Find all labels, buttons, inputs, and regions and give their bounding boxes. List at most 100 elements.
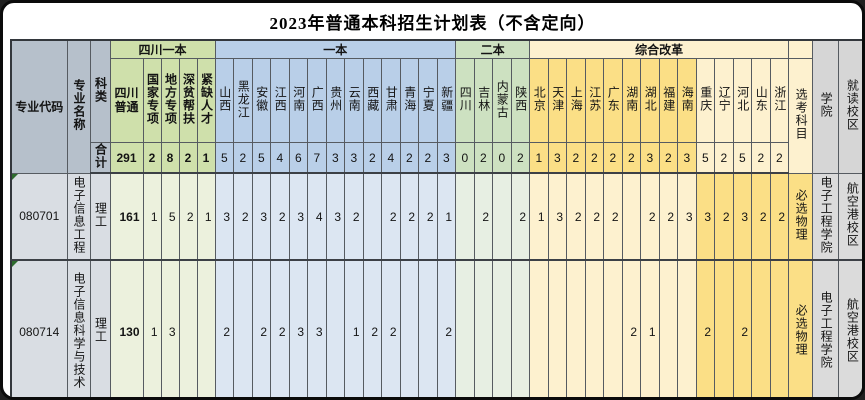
campus-header-label: 就读校区: [845, 79, 860, 132]
plan-count-cell: [751, 259, 771, 397]
column-header-河南-label: 河南: [291, 86, 306, 112]
column-header-云南: 云南: [344, 58, 364, 143]
column-header-辽宁: 辽宁: [714, 58, 734, 143]
column-header-湖南: 湖南: [621, 58, 642, 143]
major-code-cell: 080701: [10, 172, 68, 261]
campus-header: 就读校区: [838, 39, 862, 174]
total-cell: 2: [362, 142, 383, 174]
column-header-国家专项: 国家专项: [142, 58, 162, 143]
column-header-河南: 河南: [288, 58, 309, 143]
column-header-天津: 天津: [547, 58, 568, 143]
plan-count-cell: 1: [142, 172, 162, 261]
plan-count-cell: [455, 259, 475, 397]
exam-subjects-cell-label: 必选物理: [794, 188, 809, 241]
column-header-地方专项-label: 地方专项: [163, 73, 178, 125]
column-header-吉林-label: 吉林: [476, 86, 491, 112]
page-title: 2023年普通本科招生计划表（不含定向）: [269, 13, 596, 33]
plan-count-cell: 1: [529, 172, 549, 261]
column-header-天津-label: 天津: [550, 86, 565, 112]
total-cell: 4: [270, 142, 290, 174]
plan-count-cell: 2: [584, 172, 605, 261]
column-header-深贫帮扶: 深贫帮扶: [178, 58, 198, 143]
plan-count-cell: 2: [233, 172, 253, 261]
plan-count-cell: 2: [640, 172, 660, 261]
column-header-江苏: 江苏: [584, 58, 605, 143]
column-header-山东: 山东: [751, 58, 771, 143]
plan-count-cell: [362, 172, 383, 261]
column-header-重庆: 重庆: [695, 58, 716, 143]
subject-type-cell-label: 理工: [93, 202, 108, 228]
total-label: 合计: [93, 143, 108, 169]
plan-count-cell: 2: [769, 172, 790, 261]
group-header-sichuan-tier1: 四川一本: [109, 39, 216, 59]
major-code-cell: 080714: [10, 259, 68, 397]
plan-count-cell: 2: [473, 172, 494, 261]
total-cell: 0: [455, 142, 475, 174]
plan-count-cell: [492, 259, 512, 397]
plan-count-cell: 5: [160, 172, 180, 261]
column-header-江西-label: 江西: [273, 86, 288, 112]
plan-count-cell: 1: [640, 259, 660, 397]
college-cell: 电子工程学院: [812, 172, 840, 261]
column-header-贵州: 贵州: [325, 58, 346, 143]
column-header-内蒙古: 内蒙古: [492, 58, 512, 143]
column-header-山东-label: 山东: [754, 86, 769, 112]
campus-cell: 航空港校区: [838, 172, 862, 261]
total-cell: 2: [418, 142, 438, 174]
total-cell: 3: [436, 142, 457, 174]
plan-count-cell: [529, 259, 549, 397]
total-cell: 4: [381, 142, 401, 174]
major-name-cell: 电子信息工程: [66, 172, 91, 261]
plan-count-cell: 130: [109, 259, 144, 397]
total-cell: 2: [621, 142, 642, 174]
plan-count-cell: 3: [251, 172, 272, 261]
plan-count-cell: [510, 259, 531, 397]
column-header-浙江: 浙江: [769, 58, 790, 143]
column-header-安徽: 安徽: [251, 58, 272, 143]
college-cell-label: 电子工程学院: [819, 291, 834, 369]
plan-count-cell: [196, 259, 216, 397]
total-cell: 7: [307, 142, 327, 174]
column-header-吉林: 吉林: [473, 58, 494, 143]
plan-count-cell: 3: [214, 172, 235, 261]
total-cell: 5: [251, 142, 272, 174]
major-name-cell: 电子信息科学与技术: [66, 259, 91, 397]
column-header-上海-label: 上海: [569, 86, 584, 112]
plan-count-cell: 2: [732, 259, 753, 397]
plan-count-cell: [714, 259, 734, 397]
plan-count-cell: 2: [399, 172, 420, 261]
plan-count-cell: [492, 172, 512, 261]
plan-count-cell: 2: [510, 172, 531, 261]
plan-count-cell: 2: [418, 172, 438, 261]
column-header-山西-label: 山西: [217, 86, 232, 112]
column-header-江苏-label: 江苏: [587, 86, 602, 112]
plan-count-cell: [233, 259, 253, 397]
plan-count-cell: [455, 172, 475, 261]
campus-cell: 航空港校区: [838, 259, 862, 397]
exam-subjects-header-label: 选考科目: [794, 88, 809, 141]
plan-count-cell: [603, 259, 623, 397]
plan-count-cell: 2: [251, 259, 272, 397]
column-header-北京: 北京: [529, 58, 549, 143]
plan-count-cell: [584, 259, 605, 397]
subject-type-cell-label: 理工: [93, 317, 108, 343]
column-header-西藏-label: 西藏: [365, 86, 380, 112]
total-cell: 6: [288, 142, 309, 174]
column-header-四川普通: 四川普通: [109, 58, 144, 143]
column-header-青海: 青海: [399, 58, 420, 143]
column-header-湖北-label: 湖北: [643, 86, 658, 112]
total-cell: 1: [529, 142, 549, 174]
plan-count-cell: 2: [658, 172, 679, 261]
column-header-四川-label: 四川: [458, 86, 473, 112]
campus-cell-label: 航空港校区: [845, 297, 860, 363]
column-header-北京-label: 北京: [532, 86, 547, 112]
campus-cell-label: 航空港校区: [845, 182, 860, 248]
total-cell: 3: [344, 142, 364, 174]
column-header-贵州-label: 贵州: [328, 86, 343, 112]
column-header-陕西-label: 陕西: [513, 86, 528, 112]
total-cell: 3: [677, 142, 697, 174]
column-header-上海: 上海: [566, 58, 586, 143]
column-header-河北-label: 河北: [735, 86, 750, 112]
column-header-安徽-label: 安徽: [254, 86, 269, 112]
totals-row: 合计 291 2 8 2 1 5 2 5 4 6 7 3 3 2 4 2 2 3 0 2 0 2 1 3 2 2 2 2 3 2 3 5 2 5 2…: [11, 142, 862, 174]
